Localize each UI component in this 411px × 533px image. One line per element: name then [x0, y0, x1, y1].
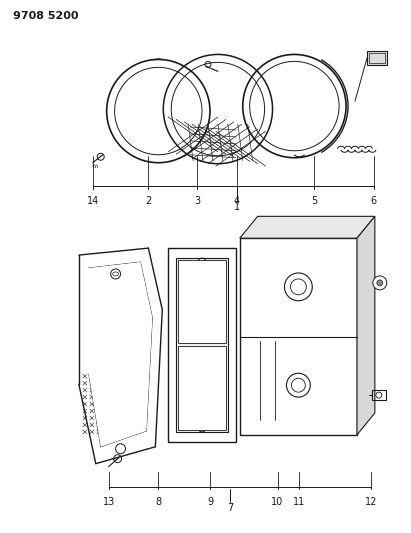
Circle shape: [286, 373, 310, 397]
Text: 1: 1: [234, 203, 240, 213]
Circle shape: [373, 276, 387, 290]
Polygon shape: [357, 216, 375, 435]
Circle shape: [111, 269, 120, 279]
Text: 4: 4: [234, 197, 240, 206]
Text: 5: 5: [311, 197, 317, 206]
Text: 14: 14: [87, 197, 99, 206]
Text: 9708 5200: 9708 5200: [13, 11, 79, 21]
Text: 13: 13: [102, 497, 115, 507]
Text: 12: 12: [365, 497, 377, 507]
Text: 2: 2: [145, 197, 152, 206]
Bar: [372, 390, 386, 400]
Bar: [369, 53, 385, 63]
Text: 7: 7: [227, 503, 233, 513]
Text: 8: 8: [155, 497, 162, 507]
Bar: [178, 260, 226, 343]
Circle shape: [377, 280, 383, 286]
Bar: [367, 52, 387, 66]
Polygon shape: [89, 262, 152, 447]
Bar: [178, 346, 226, 430]
Text: 9: 9: [207, 497, 213, 507]
Polygon shape: [240, 216, 375, 238]
Circle shape: [284, 273, 312, 301]
Text: 11: 11: [293, 497, 305, 507]
Bar: [176, 258, 228, 432]
Text: 3: 3: [194, 197, 200, 206]
Text: 6: 6: [371, 197, 377, 206]
Bar: [240, 238, 357, 435]
Text: 10: 10: [271, 497, 284, 507]
Bar: [168, 248, 236, 442]
Polygon shape: [79, 248, 162, 464]
